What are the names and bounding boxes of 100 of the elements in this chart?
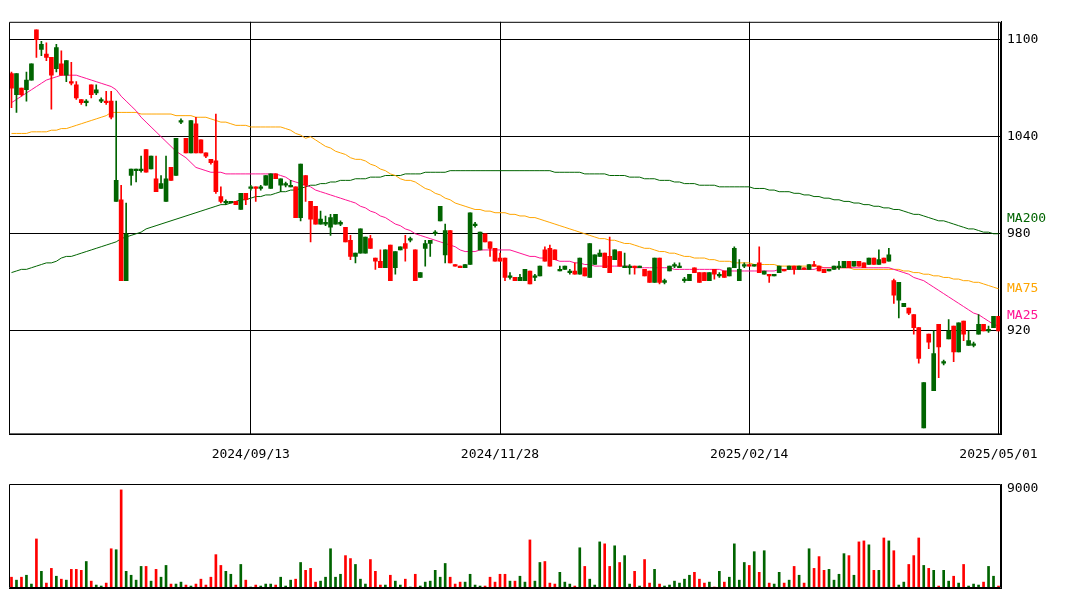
bar (747, 565, 751, 588)
bar (329, 548, 332, 588)
bar (79, 570, 83, 588)
candlestick (766, 273, 772, 283)
candlestick (402, 235, 408, 262)
bar (603, 543, 607, 588)
bar (309, 568, 312, 588)
bar (683, 578, 686, 588)
bar (359, 578, 362, 588)
x-tick-label: 2024/11/28 (460, 445, 540, 461)
bar (50, 568, 53, 588)
bar (443, 563, 447, 588)
bar (403, 578, 407, 588)
bar (693, 571, 696, 588)
bar (952, 575, 955, 588)
bar (922, 565, 926, 588)
series-label: MA200 (1007, 210, 1047, 226)
bar (433, 570, 437, 588)
candlestick (427, 239, 433, 257)
bar (992, 575, 995, 588)
bar (688, 574, 691, 588)
bar (673, 580, 676, 588)
bar (344, 555, 347, 588)
bar (229, 573, 233, 588)
bar (244, 579, 248, 588)
bar (588, 578, 592, 588)
bar (20, 576, 23, 588)
bar (962, 564, 965, 588)
bar (987, 566, 990, 588)
bar (15, 579, 18, 588)
bar (279, 576, 283, 588)
bar (74, 569, 78, 588)
candlestick (113, 100, 119, 202)
bar (304, 570, 307, 588)
bar (752, 551, 756, 588)
bar (428, 580, 432, 588)
bar (643, 559, 646, 588)
x-tick-label: 2025/02/14 (710, 445, 789, 461)
bar (718, 570, 721, 588)
y-tick-label: 1100 (1007, 30, 1039, 46)
series-label: MA25 (1007, 307, 1039, 323)
bar (653, 569, 656, 588)
bar (892, 550, 896, 588)
bar (294, 578, 297, 588)
bar (369, 559, 372, 588)
bar (947, 580, 950, 588)
bar (89, 580, 93, 588)
bar (912, 555, 916, 588)
bar (757, 571, 761, 588)
bar (618, 562, 621, 588)
bar (578, 547, 582, 588)
bar (10, 576, 13, 588)
bar (927, 568, 931, 588)
bar (394, 580, 397, 588)
series-label: MA75 (1007, 280, 1039, 296)
bar (932, 570, 936, 588)
bar (35, 538, 38, 588)
bar (299, 562, 302, 588)
bar (623, 555, 626, 588)
candlestick (253, 186, 259, 202)
bar (319, 580, 322, 588)
bar (917, 537, 921, 588)
bar (109, 548, 113, 588)
bar (942, 570, 945, 588)
y-tick-label: 920 (1007, 322, 1031, 338)
bar (698, 578, 701, 588)
bar (608, 566, 612, 588)
bar (349, 558, 352, 588)
bar (239, 564, 243, 588)
bar (762, 550, 766, 588)
bar (114, 549, 118, 588)
y-tick-label: 1040 (1007, 128, 1039, 144)
bar (727, 576, 731, 588)
bar (40, 570, 43, 588)
y-tick-label: 980 (1007, 225, 1031, 241)
bar (732, 543, 736, 588)
bar (354, 564, 357, 588)
bar (339, 573, 342, 588)
bar (65, 579, 68, 588)
bar (438, 576, 442, 588)
bar (613, 545, 616, 588)
bar (84, 561, 88, 588)
bar (324, 576, 327, 588)
bar (633, 570, 636, 588)
bar (907, 564, 911, 588)
bar (389, 574, 392, 588)
x-tick-label: 2024/09/13 (211, 445, 290, 461)
bar (742, 562, 746, 588)
bar (413, 573, 417, 588)
text: 9000 (1007, 480, 1039, 495)
bar (777, 571, 781, 588)
bar (60, 578, 63, 588)
bar (289, 579, 292, 588)
bar (583, 566, 587, 588)
bar (598, 541, 602, 588)
bar (737, 579, 741, 588)
bar (55, 575, 58, 588)
x-tick-label: 2025/05/01 (959, 445, 1038, 461)
bar (334, 576, 337, 588)
bar (374, 570, 377, 588)
